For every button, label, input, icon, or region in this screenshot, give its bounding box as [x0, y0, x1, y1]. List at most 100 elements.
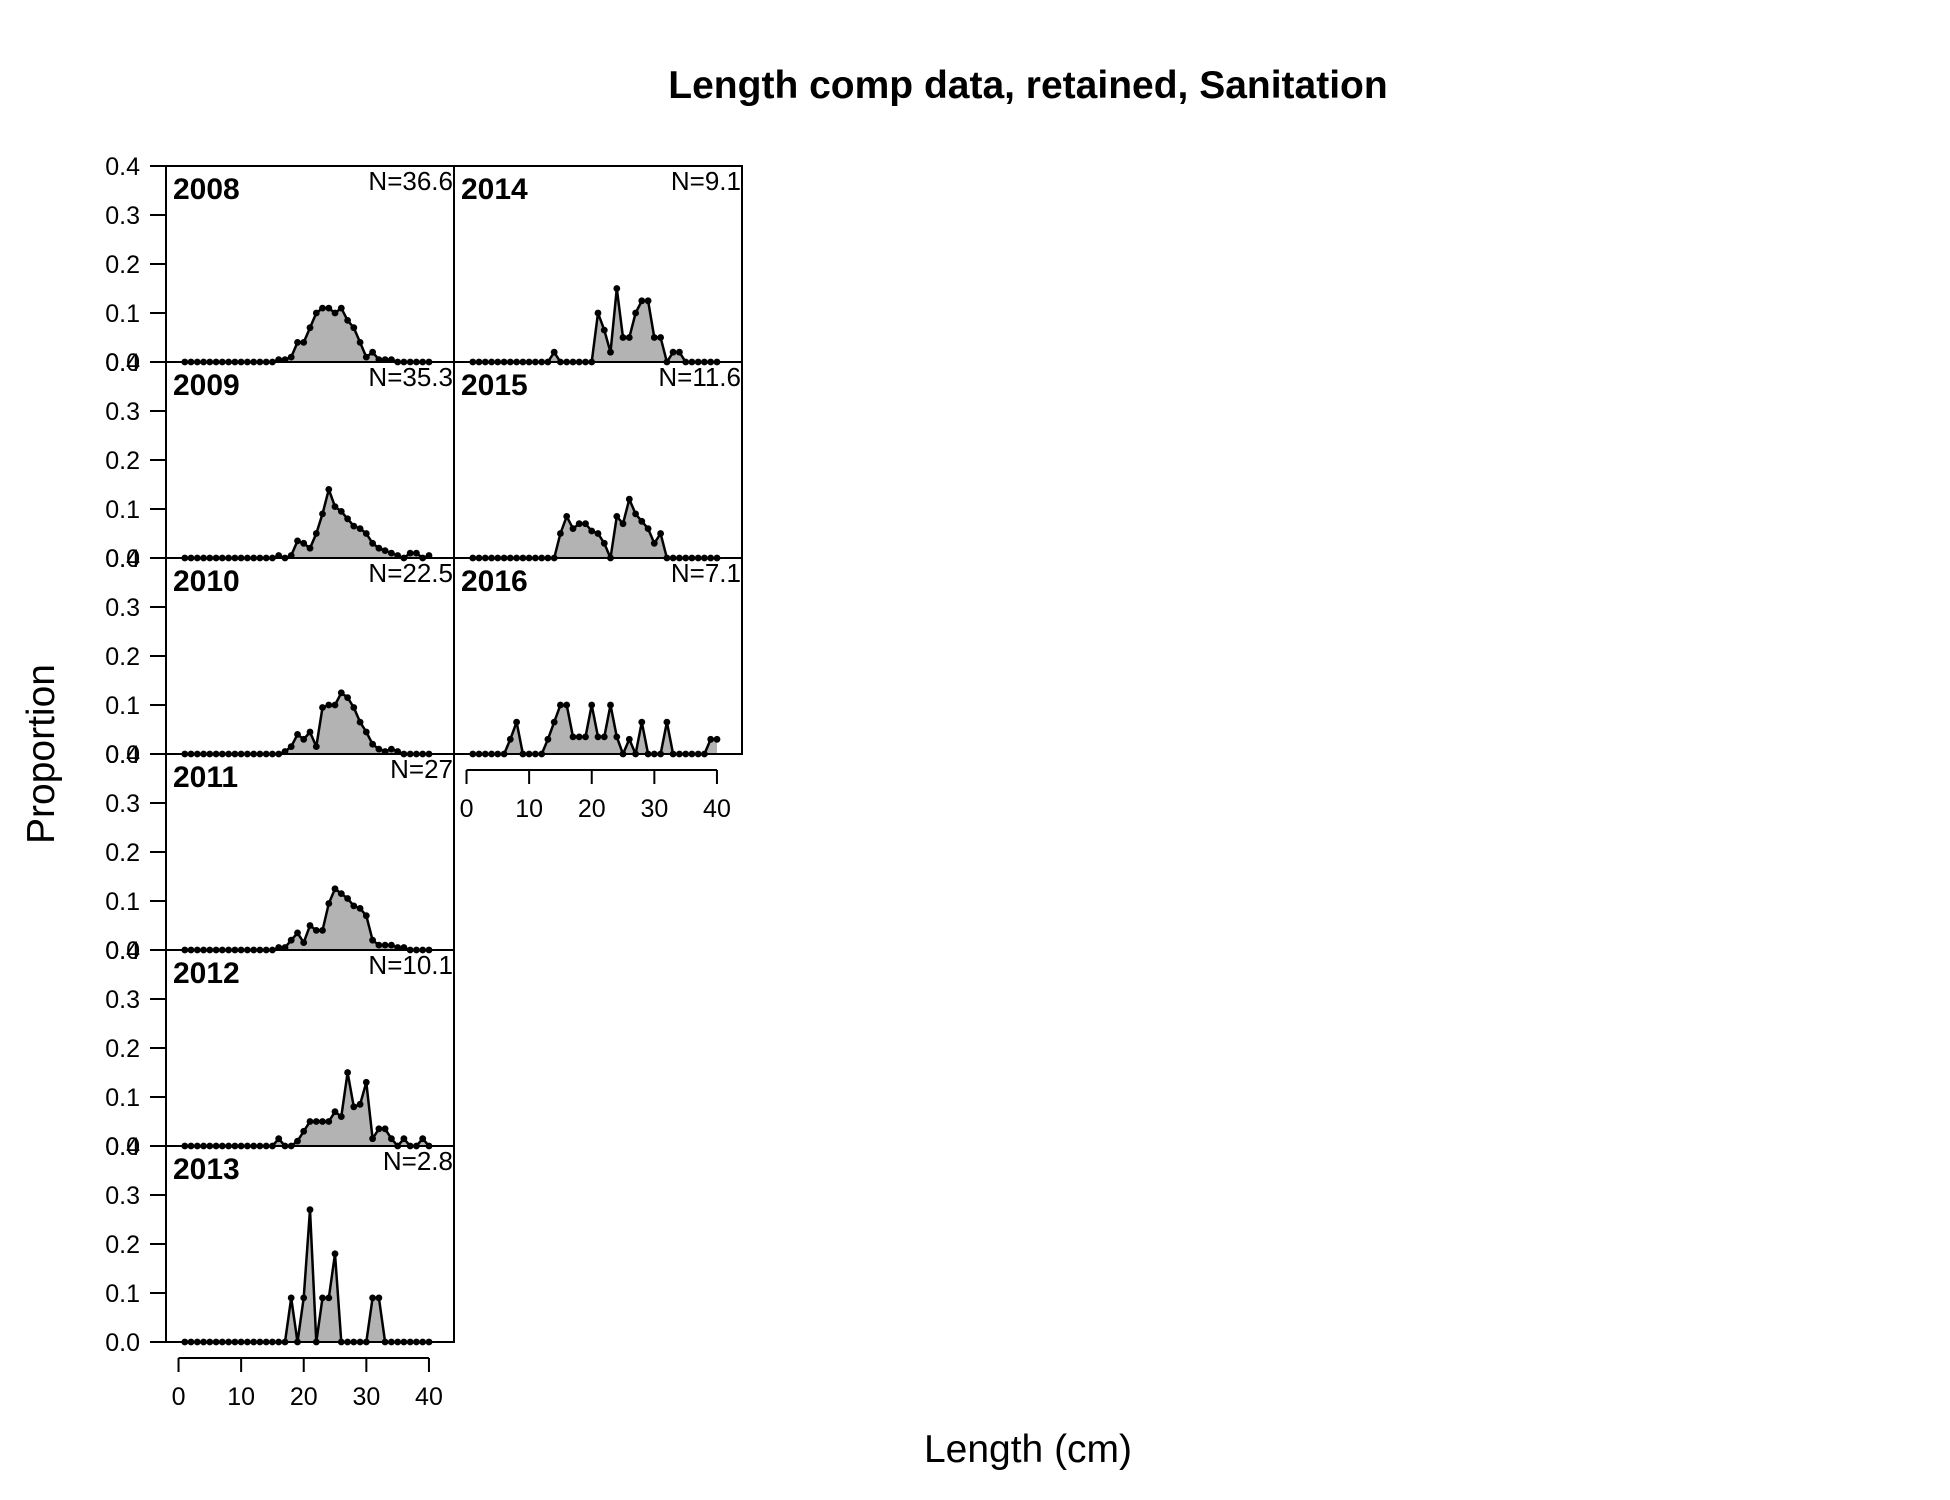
y-tick-label: 0.0: [105, 937, 140, 965]
data-point: [337, 304, 345, 312]
data-point: [375, 1294, 383, 1302]
data-point: [319, 510, 326, 518]
y-tick-label: 0.0: [105, 1133, 140, 1161]
y-tick-label: 0.3: [105, 1182, 140, 1210]
data-point: [300, 1294, 308, 1302]
y-tick-label: 0.1: [105, 300, 140, 328]
data-point: [300, 339, 308, 346]
data-point: [657, 334, 664, 341]
data-point: [588, 701, 596, 709]
data-point: [356, 1100, 364, 1108]
panel-2008: 2008 N=36.6 0.0 0.1 0.2 0.3 0.4: [105, 153, 455, 377]
data-point: [319, 927, 326, 934]
panel-year-label: 2011: [173, 761, 238, 794]
y-tick-label: 0.4: [105, 937, 140, 965]
data-point: [388, 745, 395, 753]
data-point: [319, 704, 326, 711]
data-point: [356, 525, 364, 532]
data-point: [325, 701, 333, 709]
data-point: [331, 1108, 339, 1116]
data-point: [312, 309, 320, 317]
data-point: [331, 503, 339, 510]
data-point: [344, 694, 351, 701]
panel-2013: 2013 N=2.8 0.0 0.1 0.2 0.3 0.4 0 10 20 30 40: [105, 1133, 455, 1411]
x-tick-label: 30: [352, 1383, 380, 1411]
y-tick-label: 0.4: [105, 153, 140, 181]
x-tick-label: 20: [290, 1383, 318, 1411]
y-tick-label: 0.2: [105, 1231, 140, 1259]
data-point: [369, 539, 376, 547]
data-point: [369, 348, 376, 356]
data-point: [312, 530, 320, 537]
y-tick-label: 0.3: [105, 594, 140, 622]
data-point: [325, 900, 333, 907]
data-point: [350, 902, 358, 910]
data-point: [625, 334, 633, 341]
data-point: [588, 527, 596, 535]
data-point: [619, 334, 627, 341]
data-point: [362, 353, 370, 361]
data-point: [613, 285, 621, 292]
y-tick-label: 0.4: [105, 1133, 140, 1161]
data-point: [557, 530, 564, 537]
data-point: [644, 525, 652, 532]
panel-n-label: N=11.6: [658, 362, 741, 392]
data-point: [325, 1118, 333, 1125]
data-point: [306, 324, 314, 332]
y-tick-label: 0.2: [105, 447, 140, 475]
data-point: [569, 733, 577, 741]
data-point: [632, 510, 639, 518]
data-point: [663, 718, 671, 726]
data-point: [400, 1135, 408, 1143]
y-tick-label: 0.4: [105, 349, 140, 377]
data-point: [287, 353, 295, 361]
data-point: [337, 508, 345, 515]
data-point: [356, 718, 364, 726]
data-point: [650, 539, 658, 547]
x-axis-label: Length (cm): [924, 1428, 1132, 1471]
data-point: [325, 1294, 333, 1302]
y-tick-label: 0.2: [105, 839, 140, 867]
data-point: [362, 728, 370, 736]
area-2010: [184, 692, 429, 754]
data-point: [337, 1113, 345, 1120]
panel-2009: 2009 N=35.3 0.0 0.1 0.2 0.3 0.4: [105, 349, 455, 573]
data-point: [337, 890, 345, 897]
data-point: [600, 539, 608, 547]
data-point: [369, 740, 376, 748]
area-2015: [472, 499, 717, 558]
data-point: [306, 544, 314, 552]
panel-frame: [453, 557, 743, 755]
data-point: [337, 689, 345, 697]
y-tick-label: 0.3: [105, 202, 140, 230]
data-point: [344, 895, 351, 902]
data-point: [356, 339, 364, 346]
data-point: [381, 1125, 389, 1133]
data-point: [300, 939, 308, 946]
x-tick-label: 0: [172, 1383, 186, 1411]
data-point: [600, 733, 608, 741]
data-point: [275, 1135, 283, 1143]
data-point: [381, 547, 389, 554]
y-tick-label: 0.0: [105, 741, 140, 769]
data-point: [306, 922, 314, 929]
data-point: [676, 348, 683, 356]
y-tick-label: 0.4: [105, 545, 140, 573]
data-point: [344, 317, 351, 324]
data-point: [294, 1137, 301, 1145]
panel-n-label: N=27: [390, 754, 453, 784]
data-point: [388, 1135, 395, 1143]
y-tick-label: 0.0: [105, 1329, 140, 1357]
data-point: [356, 905, 364, 912]
data-point: [563, 701, 571, 709]
data-point: [638, 718, 646, 726]
data-point: [350, 324, 358, 332]
data-point: [594, 733, 602, 741]
data-point: [594, 309, 602, 317]
data-point: [375, 544, 383, 552]
data-point: [331, 1250, 339, 1258]
y-tick-label: 0.2: [105, 643, 140, 671]
panel-2016: 2016 N=7.1 0 10 20 30 40: [453, 557, 743, 823]
x-tick-label: 40: [415, 1383, 443, 1411]
data-point: [544, 735, 552, 743]
